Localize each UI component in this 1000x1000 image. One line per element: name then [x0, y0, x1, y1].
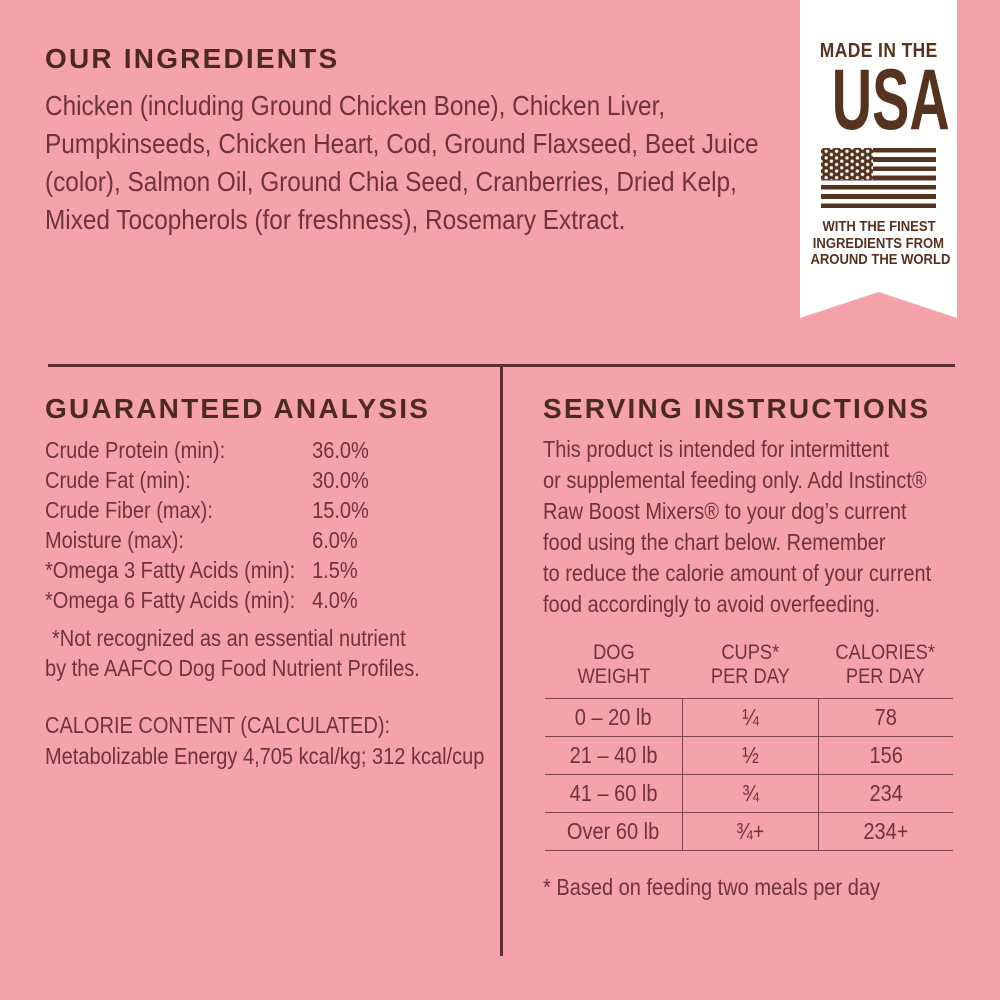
serving-paragraph-line: to reduce the calorie amount of your cur…	[543, 560, 932, 586]
analysis-value: 6.0%	[312, 527, 358, 553]
cups-per-day-cell: ¾+	[682, 813, 818, 850]
badge-tagline-line: INGREDIENTS FROM	[812, 234, 945, 252]
calorie-content-heading: CALORIE CONTENT (CALCULATED):	[45, 712, 391, 738]
vertical-divider	[500, 364, 503, 956]
ingredients-heading: OUR INGREDIENTS	[45, 43, 340, 74]
badge-tagline: WITH THE FINEST INGREDIENTS FROM AROUND …	[800, 219, 957, 269]
cups-per-day-cell: ½	[682, 737, 818, 774]
feeding-chart-row: Over 60 lb ¾+ 234+	[545, 812, 953, 850]
feeding-chart-header-cell: CUPS* PER DAY	[710, 641, 790, 688]
analysis-label: Crude Protein (min):	[45, 437, 226, 463]
serving-paragraph-line: Raw Boost Mixers® to your dog’s current	[543, 498, 907, 524]
calories-per-day-cell: 234	[818, 775, 953, 812]
calorie-content-block: CALORIE CONTENT (CALCULATED): Metaboliza…	[45, 710, 490, 772]
guaranteed-analysis-heading: GUARANTEED ANALYSIS	[45, 393, 431, 424]
made-in-the-label: MADE IN THE	[819, 40, 938, 62]
badge-tagline-line: AROUND THE WORLD	[810, 251, 951, 268]
analysis-label: Crude Fat (min):	[45, 467, 191, 493]
calorie-content-line: Metabolizable Energy 4,705 kcal/kg; 312 …	[45, 743, 485, 769]
analysis-value: 15.0%	[312, 497, 369, 523]
ingredients-section: OUR INGREDIENTS Chicken (including Groun…	[45, 42, 785, 239]
cups-per-day-cell: ¾	[682, 775, 818, 812]
analysis-row: Moisture (max): 6.0%	[45, 525, 432, 555]
dog-weight-cell: Over 60 lb	[567, 818, 660, 844]
feeding-chart-footnote: * Based on feeding two meals per day	[543, 874, 881, 900]
feeding-chart: DOG WEIGHT CUPS* PER DAY CALORIES* PER D…	[545, 641, 953, 851]
analysis-row: Crude Protein (min): 36.0%	[45, 435, 432, 465]
guaranteed-analysis-section: GUARANTEED ANALYSIS Crude Protein (min):…	[45, 392, 490, 772]
feeding-chart-row: 21 – 40 lb ½ 156	[545, 736, 953, 774]
feeding-chart-row: 0 – 20 lb ¼ 78	[545, 698, 953, 736]
analysis-value: 36.0%	[312, 437, 369, 463]
dog-weight-cell: 0 – 20 lb	[575, 704, 652, 730]
cups-per-day-cell: ¼	[682, 699, 818, 736]
usa-label: USA	[831, 52, 950, 148]
feeding-chart-header-cell: CALORIES* PER DAY	[835, 641, 936, 688]
calories-per-day-cell: 156	[818, 737, 953, 774]
analysis-value: 1.5%	[312, 557, 358, 583]
serving-paragraph-line: food using the chart below. Remember	[543, 529, 886, 555]
analysis-footnote-line: by the AAFCO Dog Food Nutrient Profiles.	[45, 655, 420, 681]
analysis-row: Crude Fat (min): 30.0%	[45, 465, 432, 495]
analysis-value: 30.0%	[312, 467, 369, 493]
feeding-chart-row: 41 – 60 lb ¾ 234	[545, 774, 953, 812]
serving-paragraph-line: This product is intended for intermitten…	[543, 436, 889, 462]
ingredients-line: Pumpkinseeds, Chicken Heart, Cod, Ground…	[45, 128, 759, 159]
analysis-row: *Omega 6 Fatty Acids (min): 4.0%	[45, 585, 432, 615]
feeding-chart-body: 0 – 20 lb ¼ 78 21 – 40 lb ½ 156 41 – 60 …	[545, 698, 953, 851]
analysis-footnote: *Not recognized as an essential nutrient…	[45, 623, 490, 683]
serving-paragraph-line: food accordingly to avoid overfeeding.	[543, 591, 881, 617]
ingredients-line: (color), Salmon Oil, Ground Chia Seed, C…	[45, 166, 737, 197]
calories-per-day-cell: 234+	[818, 813, 953, 850]
analysis-value: 4.0%	[312, 587, 358, 613]
serving-instructions-heading: SERVING INSTRUCTIONS	[543, 393, 931, 424]
analysis-row: Crude Fiber (max): 15.0%	[45, 495, 432, 525]
calories-per-day-cell: 78	[818, 699, 953, 736]
made-in-usa-badge: MADE IN THE USA WITH THE FINEST INGREDIE…	[800, 0, 957, 318]
ingredients-text: Chicken (including Ground Chicken Bone),…	[45, 87, 785, 239]
us-flag-canton	[821, 148, 873, 180]
ingredients-line: Chicken (including Ground Chicken Bone),…	[45, 90, 666, 121]
serving-paragraph: This product is intended for intermitten…	[543, 434, 958, 620]
analysis-row: *Omega 3 Fatty Acids (min): 1.5%	[45, 555, 432, 585]
analysis-rows: Crude Protein (min): 36.0% Crude Fat (mi…	[45, 435, 490, 615]
dog-weight-cell: 41 – 60 lb	[569, 780, 658, 806]
analysis-label: Crude Fiber (max):	[45, 497, 213, 523]
serving-instructions-section: SERVING INSTRUCTIONS This product is int…	[543, 392, 958, 902]
dog-weight-cell: 21 – 40 lb	[569, 742, 658, 768]
analysis-footnote-line: *Not recognized as an essential nutrient	[51, 625, 406, 651]
analysis-label: *Omega 6 Fatty Acids (min):	[45, 587, 296, 613]
serving-paragraph-line: or supplemental feeding only. Add Instin…	[543, 467, 927, 493]
analysis-label: Moisture (max):	[45, 527, 184, 553]
feeding-chart-header-cell: DOG WEIGHT	[576, 641, 651, 688]
ingredients-line: Mixed Tocopherols (for freshness), Rosem…	[45, 204, 626, 235]
badge-tagline-line: WITH THE FINEST	[821, 218, 936, 235]
feeding-chart-header: DOG WEIGHT CUPS* PER DAY CALORIES* PER D…	[545, 641, 953, 698]
analysis-label: *Omega 3 Fatty Acids (min):	[45, 557, 296, 583]
us-flag-icon	[821, 148, 936, 208]
